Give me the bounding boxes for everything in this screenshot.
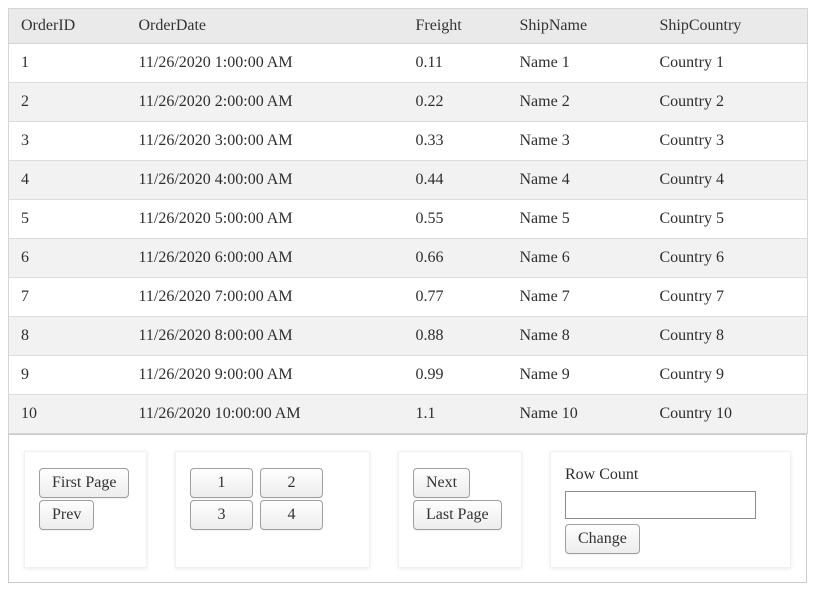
cell-freight: 0.88 [403,316,508,356]
last-page-button[interactable]: Last Page [413,500,502,530]
cell-shipname: Name 5 [507,199,648,239]
cell-shipname: Name 1 [507,43,648,83]
cell-shipname: Name 2 [507,82,648,122]
table-row: 8 11/26/2020 8:00:00 AM 0.88 Name 8 Coun… [8,316,808,356]
cell-orderdate: 11/26/2020 2:00:00 AM [126,82,404,122]
pager-next-last-card: Next Last Page [398,451,522,568]
cell-shipcountry: Country 5 [647,199,808,239]
cell-shipcountry: Country 8 [647,316,808,356]
cell-shipcountry: Country 1 [647,43,808,83]
cell-orderid: 10 [8,394,127,434]
cell-orderid: 2 [8,82,127,122]
col-header-orderid: OrderID [8,8,127,44]
cell-orderdate: 11/26/2020 9:00:00 AM [126,355,404,395]
table-row: 2 11/26/2020 2:00:00 AM 0.22 Name 2 Coun… [8,82,808,122]
cell-orderid: 4 [8,160,127,200]
cell-freight: 0.55 [403,199,508,239]
col-header-shipname: ShipName [507,8,648,44]
cell-shipcountry: Country 6 [647,238,808,278]
table-row: 5 11/26/2020 5:00:00 AM 0.55 Name 5 Coun… [8,199,808,239]
cell-shipcountry: Country 10 [647,394,808,434]
col-header-freight: Freight [403,8,508,44]
cell-shipcountry: Country 3 [647,121,808,161]
cell-freight: 0.22 [403,82,508,122]
cell-shipcountry: Country 2 [647,82,808,122]
orders-table-body: 1 11/26/2020 1:00:00 AM 0.11 Name 1 Coun… [8,43,808,434]
table-row: 6 11/26/2020 6:00:00 AM 0.66 Name 6 Coun… [8,238,808,278]
cell-shipname: Name 6 [507,238,648,278]
header-row: OrderID OrderDate Freight ShipName ShipC… [8,8,808,44]
cell-orderid: 3 [8,121,127,161]
page-4-button[interactable]: 4 [260,500,323,530]
row-count-card: Row Count Change [550,451,791,568]
cell-shipcountry: Country 9 [647,355,808,395]
cell-freight: 0.77 [403,277,508,317]
cell-orderid: 5 [8,199,127,239]
first-page-button[interactable]: First Page [39,468,130,498]
cell-orderdate: 11/26/2020 7:00:00 AM [126,277,404,317]
cell-orderid: 7 [8,277,127,317]
cell-shipcountry: Country 4 [647,160,808,200]
cell-orderid: 8 [8,316,127,356]
cell-orderdate: 11/26/2020 3:00:00 AM [126,121,404,161]
cell-orderdate: 11/26/2020 5:00:00 AM [126,199,404,239]
table-row: 4 11/26/2020 4:00:00 AM 0.44 Name 4 Coun… [8,160,808,200]
cell-shipname: Name 10 [507,394,648,434]
orders-table-header: OrderID OrderDate Freight ShipName ShipC… [8,8,808,44]
cell-orderdate: 11/26/2020 8:00:00 AM [126,316,404,356]
change-button[interactable]: Change [565,524,640,554]
row-count-input[interactable] [565,491,756,519]
cell-freight: 0.44 [403,160,508,200]
cell-freight: 0.99 [403,355,508,395]
cell-freight: 0.33 [403,121,508,161]
pager-first-prev-card: First Page Prev [24,451,147,568]
row-count-label: Row Count [565,466,639,483]
page-number-buttons: 1 23 4 [190,468,330,532]
table-row: 3 11/26/2020 3:00:00 AM 0.33 Name 3 Coun… [8,121,808,161]
pager: First Page Prev 1 23 4 Next Last Page Row … [8,434,807,583]
cell-shipname: Name 7 [507,277,648,317]
cell-shipname: Name 3 [507,121,648,161]
cell-orderdate: 11/26/2020 4:00:00 AM [126,160,404,200]
page-2-button[interactable]: 2 [260,468,323,498]
orders-table: OrderID OrderDate Freight ShipName ShipC… [8,8,808,434]
table-row: 1 11/26/2020 1:00:00 AM 0.11 Name 1 Coun… [8,43,808,83]
cell-shipname: Name 8 [507,316,648,356]
page-3-button[interactable]: 3 [190,500,253,530]
prev-button[interactable]: Prev [39,500,95,530]
page-1-button[interactable]: 1 [190,468,253,498]
table-row: 10 11/26/2020 10:00:00 AM 1.1 Name 10 Co… [8,394,808,434]
cell-orderdate: 11/26/2020 10:00:00 AM [126,394,404,434]
cell-freight: 1.1 [403,394,508,434]
cell-orderid: 6 [8,238,127,278]
next-button[interactable]: Next [413,468,471,498]
cell-shipcountry: Country 7 [647,277,808,317]
cell-orderid: 9 [8,355,127,395]
cell-shipname: Name 9 [507,355,648,395]
cell-freight: 0.66 [403,238,508,278]
col-header-orderdate: OrderDate [126,8,404,44]
cell-shipname: Name 4 [507,160,648,200]
cell-freight: 0.11 [403,43,508,83]
cell-orderdate: 11/26/2020 6:00:00 AM [126,238,404,278]
table-row: 9 11/26/2020 9:00:00 AM 0.99 Name 9 Coun… [8,355,808,395]
col-header-shipcountry: ShipCountry [647,8,808,44]
table-row: 7 11/26/2020 7:00:00 AM 0.77 Name 7 Coun… [8,277,808,317]
cell-orderdate: 11/26/2020 1:00:00 AM [126,43,404,83]
cell-orderid: 1 [8,43,127,83]
pager-page-numbers-card: 1 23 4 [175,451,370,568]
